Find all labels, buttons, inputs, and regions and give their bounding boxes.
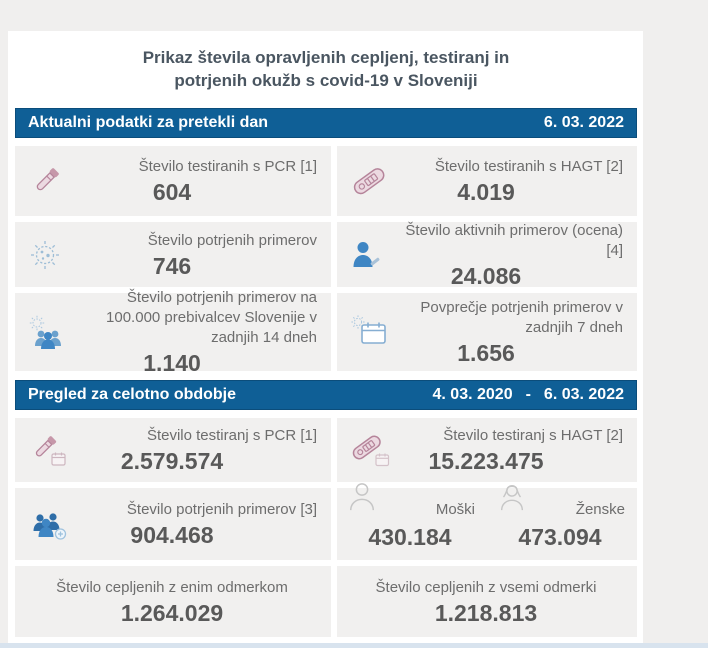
card-per-100k: Število potrjenih primerov na 100.000 pr… [15,289,331,376]
total-cards-grid: Število testiranj s PCR [1] 2.579.574 [15,418,637,637]
bottom-strip [0,643,708,648]
section-header-current-label: Aktualni podatki za pretekli dan [28,114,269,131]
card-gender-split: Moški 430.184 Ženske [337,483,637,560]
page-title-line2: potrjenih okužb s covid-19 v Sloveniji [174,71,478,90]
card-confirmed-cases: Število potrjenih primerov 746 [15,222,331,287]
card-value: 604 [152,179,192,205]
card-total-confirmed: Število potrjenih primerov [3] 904.468 [15,488,331,560]
card-value: 24.086 [450,262,522,289]
people-plus-icon [28,506,70,542]
card-tested-pcr: Število testiranih s PCR [1] 604 [15,146,331,216]
card-vaccinated-all-doses: Število cepljenih z vsemi odmerki 1.218.… [337,566,637,637]
section-header-total: Pregled za celotno obdobje 4. 03. 2020 -… [15,380,637,410]
section-header-current-date: 6. 03. 2022 [543,114,624,131]
gender-female: Ženske 473.094 [487,485,637,560]
pcr-tube-calendar-icon [28,432,68,468]
card-tested-hagt: Število testiranih s HAGT [2] 4.019 [337,146,637,216]
date-from: 4. 03. 2020 [432,386,513,403]
people-virus-icon [28,314,68,350]
card-value: 1.140 [143,350,201,376]
card-avg-7-days: Povprečje potrjenih primerov v zadnjih 7… [337,293,637,371]
card-value: 1.656 [457,340,515,366]
card-value: 4.019 [457,179,515,205]
current-cards-grid: Število testiranih s PCR [1] 604 Število… [15,146,637,376]
card-value: 15.223.475 [428,448,544,474]
card-value: 430.184 [368,523,452,550]
date-separator: - [525,386,531,403]
card-value: 746 [152,252,192,279]
dashboard-panel: Prikaz števila opravljenih cepljenj, tes… [8,31,643,648]
card-label: Število testiranih s HAGT [2] [434,158,623,175]
card-label: Število potrjenih primerov [147,231,317,249]
section-header-total-dates: 4. 03. 2020 - 6. 03. 2022 [433,386,624,404]
section-header-current: Aktualni podatki za pretekli dan 6. 03. … [15,108,637,138]
card-value: 1.264.029 [120,599,224,626]
card-vaccinated-one-dose: Število cepljenih z enim odmerkom 1.264.… [15,566,331,637]
pcr-tube-icon [28,163,64,199]
card-value: 2.579.574 [120,448,224,474]
card-label: Povprečje potrjenih primerov v zadnjih 7… [420,299,623,336]
card-label: Število cepljenih z enim odmerkom [56,578,288,596]
person-icon [350,239,382,271]
section-header-total-label: Pregled za celotno obdobje [28,386,237,403]
calendar-virus-icon [350,314,390,350]
card-value: 1.218.813 [434,599,538,626]
man-icon [347,481,377,513]
card-active-cases: Število aktivnih primerov (ocena) [4] 24… [337,221,637,289]
page-title-line1: Prikaz števila opravljenih cepljenj, tes… [142,48,510,67]
card-label: Število testiranj s HAGT [2] [443,427,623,444]
virus-icon [28,238,62,272]
card-total-hagt: Število testiranj s HAGT [2] 15.223.475 [337,418,637,482]
card-label: Število potrjenih primerov [3] [126,501,317,518]
card-value: 473.094 [518,523,602,550]
card-label: Število testiranih s PCR [1] [138,158,317,175]
card-label: Število cepljenih z vsemi odmerki [375,578,597,596]
card-label: Ženske [575,500,625,518]
card-label: Število testiranj s PCR [1] [146,427,317,444]
card-label: Število aktivnih primerov (ocena) [4] [405,221,623,259]
date-to: 6. 03. 2022 [543,386,624,403]
woman-icon [497,481,527,513]
hagt-test-icon [350,164,388,198]
card-label: Moški [435,500,475,518]
card-label: Število potrjenih primerov na 100.000 pr… [106,289,317,346]
hagt-test-calendar-icon [350,432,390,468]
gender-male: Moški 430.184 [337,483,487,560]
card-value: 904.468 [130,522,214,548]
card-total-pcr: Število testiranj s PCR [1] 2.579.574 [15,418,331,482]
page-title: Prikaz števila opravljenih cepljenj, tes… [15,31,637,92]
